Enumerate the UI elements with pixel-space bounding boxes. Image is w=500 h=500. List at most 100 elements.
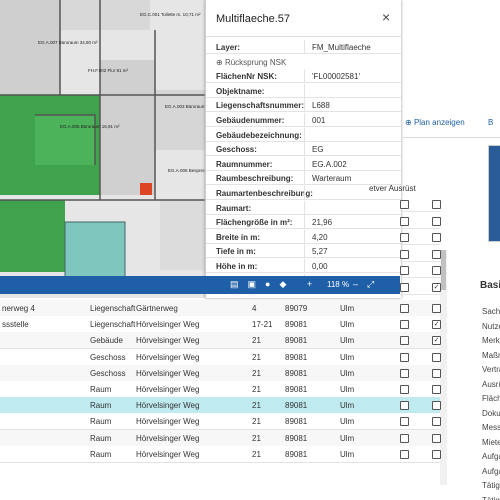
row-divider (400, 277, 440, 278)
property-label: Geschoss: (216, 145, 257, 155)
side-item[interactable]: Merk (482, 336, 500, 345)
property-value: 0,00 (312, 262, 328, 271)
checkbox[interactable] (432, 368, 441, 378)
side-item[interactable]: Ausrü (482, 379, 500, 389)
property-label: Raumnummer: (216, 159, 273, 169)
side-item[interactable]: Miete (482, 437, 500, 447)
table-row[interactable]: Raum Hörvelsinger Weg 21 89081 Ulm (0, 381, 440, 398)
table-row[interactable]: Raum Hörvelsinger Weg 21 89081 Ulm (0, 413, 440, 431)
property-value: FM_Multiflaeche (312, 43, 371, 52)
checkbox[interactable] (432, 233, 441, 242)
checkbox[interactable] (432, 385, 441, 394)
property-value: EG.A.002 (312, 159, 347, 169)
checkbox[interactable] (432, 417, 441, 427)
checkbox[interactable] (400, 233, 409, 242)
property-label: Objektname: (216, 86, 265, 96)
row-divider (206, 272, 401, 273)
cell: Ulm (340, 320, 355, 330)
checkbox[interactable] (432, 449, 441, 459)
checkbox[interactable] (400, 200, 409, 209)
row-divider (206, 242, 401, 244)
row-divider (206, 155, 401, 157)
cell: 89081 (285, 417, 308, 427)
property-value: 4,20 (312, 232, 328, 242)
checkbox[interactable] (400, 417, 409, 427)
cell: 89081 (285, 320, 308, 330)
table-row[interactable]: Geschoss Hörvelsinger Weg 21 89081 Ulm (0, 364, 440, 382)
checkbox[interactable] (400, 320, 409, 330)
checkbox[interactable] (400, 304, 409, 313)
side-item[interactable]: Tätigk (482, 495, 500, 500)
row-divider (206, 96, 401, 98)
side-item[interactable]: Vertra (482, 365, 500, 374)
side-item[interactable]: Mess (482, 423, 500, 432)
side-item[interactable]: Aufga (482, 466, 500, 476)
checkbox[interactable] (432, 216, 441, 226)
toolbar-icons[interactable]: ▤▣●◆ + (230, 279, 322, 289)
side-item[interactable]: Tätigk (482, 481, 500, 490)
side-item[interactable]: Sachb (482, 307, 500, 316)
cell: Raum (90, 417, 112, 427)
col-divider (304, 156, 305, 171)
checkbox[interactable] (432, 401, 441, 411)
checkbox[interactable] (400, 368, 409, 378)
property-value: 001 (312, 116, 326, 125)
checkbox[interactable] (400, 266, 409, 275)
close-button[interactable]: × (382, 9, 391, 25)
checkbox[interactable] (400, 449, 409, 459)
checkbox[interactable]: ✓ (432, 320, 441, 330)
property-value: 21,96 (312, 218, 333, 228)
checkbox[interactable] (400, 401, 409, 411)
next-button-label: B (488, 118, 494, 127)
popup-link[interactable]: ⊕ Rücksprung NSK (216, 57, 287, 67)
checkbox[interactable] (432, 200, 441, 209)
checkbox[interactable] (432, 352, 441, 362)
property-label: Liegenschaftsnummer: (216, 101, 305, 111)
row-divider (400, 293, 440, 295)
side-item[interactable]: Doku (482, 408, 500, 418)
side-item[interactable]: Nutze (482, 321, 500, 331)
zoom-level: 118 % (327, 280, 350, 289)
table-row[interactable]: Gebäude Hörvelsinger Weg 21 89081 Ulm (0, 332, 440, 350)
checkbox[interactable] (400, 433, 409, 443)
cell: 21 (252, 352, 261, 362)
cell: Ulm (340, 352, 355, 362)
cell: 21 (252, 385, 261, 394)
plan-button[interactable]: ⊕ Plan anzeigen (405, 118, 465, 127)
cell: Hörvelsinger Weg (136, 368, 200, 378)
divider (206, 36, 401, 37)
col-divider (304, 200, 305, 215)
cell: 89079 (285, 304, 308, 313)
next-button[interactable]: B (488, 118, 493, 127)
table-row[interactable]: Raum Hörvelsinger Weg 21 89081 Ulm (0, 445, 440, 463)
side-item[interactable]: Fläch (482, 394, 500, 403)
checkbox[interactable] (432, 433, 441, 443)
checkbox[interactable]: ✓ (432, 336, 441, 346)
checkbox[interactable] (432, 266, 441, 275)
cell: 4 (252, 304, 257, 313)
checkbox[interactable] (400, 336, 409, 346)
table-row[interactable]: Raum Hörvelsinger Weg 21 89081 Ulm (0, 397, 440, 415)
table-row[interactable]: ssstelle Liegenschaft Hörvelsinger Weg 17-2… (0, 316, 440, 334)
checkbox[interactable] (400, 352, 409, 362)
checkbox[interactable] (400, 249, 409, 259)
cell: 89081 (285, 385, 308, 394)
table-row[interactable]: nerweg 4 Liegenschaft Gärtnerweg 4 89079 Ulm (0, 300, 440, 317)
scrollbar[interactable] (440, 250, 447, 485)
table-row[interactable]: Geschoss Hörvelsinger Weg 21 89081 Ulm (0, 348, 440, 366)
checkbox[interactable] (432, 249, 441, 259)
side-item[interactable]: Aufga (482, 452, 500, 461)
property-value: L688 (312, 101, 330, 111)
checkbox[interactable] (400, 282, 409, 292)
checkbox[interactable] (400, 216, 409, 226)
col-divider (304, 259, 305, 273)
checkbox[interactable] (400, 385, 409, 394)
toolbar-icons[interactable]: –⤢ (353, 279, 384, 289)
table-row[interactable]: Raum Hörvelsinger Weg 21 89081 Ulm (0, 429, 440, 447)
cell: Hörvelsinger Weg (136, 417, 200, 427)
property-label: Gebäudenummer: (216, 116, 285, 125)
checkbox[interactable]: ✓ (432, 282, 441, 292)
side-item[interactable]: Maßn (482, 350, 500, 360)
property-value: EG (312, 145, 324, 155)
checkbox[interactable] (432, 304, 441, 313)
